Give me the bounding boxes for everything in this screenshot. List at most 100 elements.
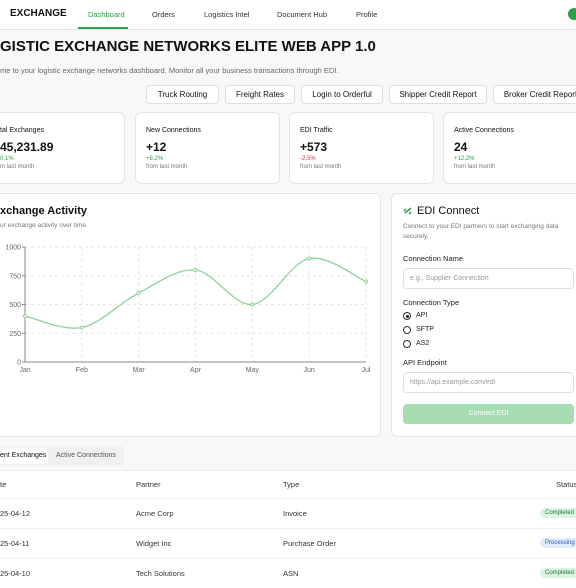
nav-item[interactable]: Orders xyxy=(152,10,175,19)
brand: EXCHANGE xyxy=(10,8,67,19)
chart-card xyxy=(0,193,381,437)
y-tick-label: 500 xyxy=(9,302,21,309)
chart: 0 250 500 750 1000 Jan Feb Mar Apr May Jun Jul xyxy=(5,245,371,375)
column-header: Type xyxy=(283,480,300,489)
radio-dot xyxy=(405,314,409,318)
stat-card xyxy=(0,112,125,184)
action-button[interactable]: Shipper Credit Report xyxy=(389,85,487,104)
point xyxy=(136,291,141,295)
stat-note: m last month xyxy=(0,164,35,170)
point xyxy=(79,325,84,330)
action-button[interactable]: Freight Rates xyxy=(225,85,295,104)
tab-active-bg xyxy=(0,448,48,464)
x-tick-label: Jun xyxy=(304,367,315,374)
table-row: 25-04-12 Acme Corp Invoice Completed xyxy=(0,498,576,528)
nav-item[interactable]: Document Hub xyxy=(277,10,328,19)
stat-card xyxy=(443,112,576,184)
connect-button[interactable]: Connect EDI xyxy=(403,404,574,424)
table-cell: Purchase Order xyxy=(283,539,336,548)
radio-label: SFTP xyxy=(416,326,434,333)
radio[interactable] xyxy=(403,312,411,320)
x-tick-label: May xyxy=(246,367,260,374)
status-badge: Completed xyxy=(540,568,576,578)
edi-title: EDI Connect xyxy=(417,205,480,217)
text-input[interactable]: https://api.example.com/edi xyxy=(403,372,574,393)
table-cell: Widget Inc xyxy=(136,539,172,548)
x-tick-label: Jan xyxy=(19,367,30,374)
table-cell: ASN xyxy=(283,569,299,578)
status-badge: Processing xyxy=(540,538,576,548)
y-tick-label: 0 xyxy=(17,360,21,367)
stat-card xyxy=(289,112,434,184)
point xyxy=(250,302,255,307)
stat-note: from last month xyxy=(454,164,496,170)
nav-item[interactable]: Profile xyxy=(356,10,378,19)
stat-change: -2.5% xyxy=(300,156,316,162)
tab[interactable]: ent Exchanges xyxy=(0,452,47,459)
point xyxy=(23,314,27,318)
point xyxy=(193,268,198,272)
column-header: te xyxy=(0,480,7,489)
status-badge: Completed xyxy=(540,508,576,518)
edi-description: Connect to your EDI partners to start ex… xyxy=(403,223,559,240)
point xyxy=(307,256,312,261)
stat-card xyxy=(135,112,280,184)
table-cell: Invoice xyxy=(283,509,307,518)
point xyxy=(364,279,368,284)
action-button[interactable]: Truck Routing xyxy=(146,85,219,104)
x-tick-label: Mar xyxy=(133,367,146,374)
table-cell: Tech Solutions xyxy=(136,569,185,578)
field-label: Connection Type xyxy=(403,298,460,307)
table-cell: Acme Corp xyxy=(136,509,174,518)
y-tick-label: 1000 xyxy=(5,245,21,252)
stat-change: +12.2% xyxy=(454,156,475,162)
nav-underline xyxy=(78,27,128,29)
action-button[interactable]: Login to Orderful xyxy=(301,85,383,104)
stat-label: New Connections xyxy=(146,127,201,134)
avatar[interactable] xyxy=(568,8,576,20)
x-tick-label: Feb xyxy=(76,367,88,374)
stat-value: 24 xyxy=(454,140,468,154)
stat-note: from last month xyxy=(146,164,188,170)
nav-item[interactable]: Logistics Intel xyxy=(204,10,250,19)
field-label: Connection Name xyxy=(403,254,464,263)
edi-card xyxy=(391,193,576,437)
page-title: GISTIC EXCHANGE NETWORKS ELITE WEB APP 1… xyxy=(0,38,376,55)
radio[interactable] xyxy=(403,340,411,348)
table-row: 25-04-10 Tech Solutions ASN Completed xyxy=(0,558,576,588)
stat-value: +12 xyxy=(146,140,167,154)
table-cell: 25-04-12 xyxy=(0,509,31,518)
y-tick-label: 250 xyxy=(9,331,21,338)
action-button[interactable]: Broker Credit Report xyxy=(493,85,576,104)
column-header: Status xyxy=(556,480,576,489)
text-input[interactable]: e.g., Supplier Connection xyxy=(403,268,574,289)
radio-label: API xyxy=(416,312,428,319)
table-header xyxy=(0,470,576,500)
chart-title: xchange Activity xyxy=(0,205,88,217)
y-tick-label: 750 xyxy=(9,273,21,280)
nav-item[interactable]: Dashboard xyxy=(88,10,125,19)
x-tick-label: Jul xyxy=(362,367,371,374)
radio[interactable] xyxy=(403,326,411,334)
stat-change: +8.2% xyxy=(146,156,164,162)
stat-value: 45,231.89 xyxy=(0,140,54,154)
x-tick-label: Apr xyxy=(190,367,202,374)
tab[interactable]: Active Connections xyxy=(56,452,116,459)
link-icon xyxy=(403,207,412,215)
column-header: Partner xyxy=(136,480,161,489)
stat-change: 0.1% xyxy=(0,156,14,162)
stat-note: from last month xyxy=(300,164,342,170)
field-label: API Endpoint xyxy=(403,358,447,367)
chart-subtitle: ur exchange activity over time. xyxy=(0,222,88,229)
table-cell: 25-04-10 xyxy=(0,569,31,578)
table-cell: 25-04-11 xyxy=(0,539,30,548)
stat-label: Active Connections xyxy=(454,127,514,134)
stat-value: +573 xyxy=(300,140,328,154)
navbar xyxy=(0,0,576,30)
table-row: 25-04-11 Widget Inc Purchase Order Processi… xyxy=(0,528,576,558)
stat-label: EDI Traffic xyxy=(300,127,333,134)
page-subtitle: me to your logistic exchange networks da… xyxy=(0,66,339,75)
radio-label: AS2 xyxy=(416,340,430,347)
stat-label: tal Exchanges xyxy=(0,127,44,134)
